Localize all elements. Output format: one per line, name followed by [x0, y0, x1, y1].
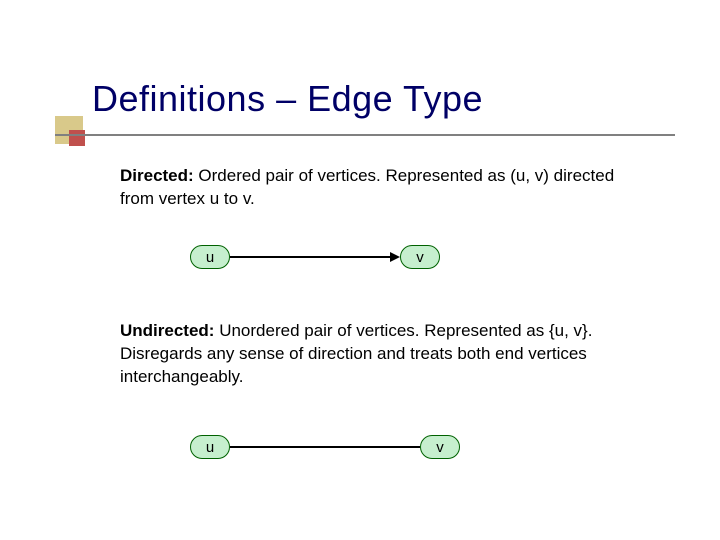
arrowhead-icon — [390, 252, 400, 262]
slide-title: Definitions – Edge Type — [92, 78, 483, 120]
undirected-edge-line — [230, 446, 420, 448]
directed-edge-line — [230, 256, 390, 258]
vertex-u: u — [190, 245, 230, 269]
vertex-u-2: u — [190, 435, 230, 459]
undirected-definition: Undirected: Unordered pair of vertices. … — [120, 320, 660, 389]
directed-text: Ordered pair of vertices. Represented as… — [120, 166, 614, 208]
undirected-label: Undirected: — [120, 321, 214, 340]
vertex-v: v — [400, 245, 440, 269]
title-underline — [55, 134, 675, 136]
directed-edge-diagram: u v — [190, 245, 450, 275]
accent-square-inner — [69, 130, 85, 146]
directed-label: Directed: — [120, 166, 194, 185]
undirected-edge-diagram: u v — [190, 435, 470, 465]
vertex-v-2: v — [420, 435, 460, 459]
slide-title-wrap: Definitions – Edge Type — [92, 78, 483, 120]
directed-definition: Directed: Ordered pair of vertices. Repr… — [120, 165, 640, 211]
